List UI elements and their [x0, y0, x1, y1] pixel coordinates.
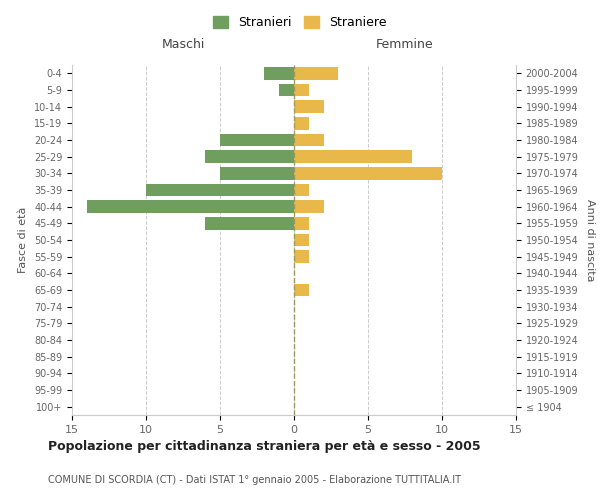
Bar — [294, 184, 309, 196]
Bar — [205, 217, 294, 230]
Bar — [294, 217, 309, 230]
Bar — [294, 117, 309, 130]
Y-axis label: Fasce di età: Fasce di età — [19, 207, 28, 273]
Y-axis label: Anni di nascita: Anni di nascita — [585, 198, 595, 281]
Text: Femmine: Femmine — [376, 38, 434, 51]
Bar — [146, 184, 294, 196]
Bar — [294, 234, 309, 246]
Bar — [294, 100, 323, 113]
Text: Maschi: Maschi — [161, 38, 205, 51]
Bar — [294, 67, 338, 80]
Bar — [87, 200, 294, 213]
Bar — [294, 284, 309, 296]
Bar — [294, 150, 412, 163]
Bar — [205, 150, 294, 163]
Bar — [294, 84, 309, 96]
Bar — [294, 200, 323, 213]
Bar — [220, 167, 294, 179]
Bar — [265, 67, 294, 80]
Bar — [294, 167, 442, 179]
Bar — [220, 134, 294, 146]
Text: Popolazione per cittadinanza straniera per età e sesso - 2005: Popolazione per cittadinanza straniera p… — [48, 440, 481, 453]
Bar — [294, 250, 309, 263]
Legend: Stranieri, Straniere: Stranieri, Straniere — [208, 11, 392, 34]
Bar — [294, 134, 323, 146]
Bar — [279, 84, 294, 96]
Text: COMUNE DI SCORDIA (CT) - Dati ISTAT 1° gennaio 2005 - Elaborazione TUTTITALIA.IT: COMUNE DI SCORDIA (CT) - Dati ISTAT 1° g… — [48, 475, 461, 485]
